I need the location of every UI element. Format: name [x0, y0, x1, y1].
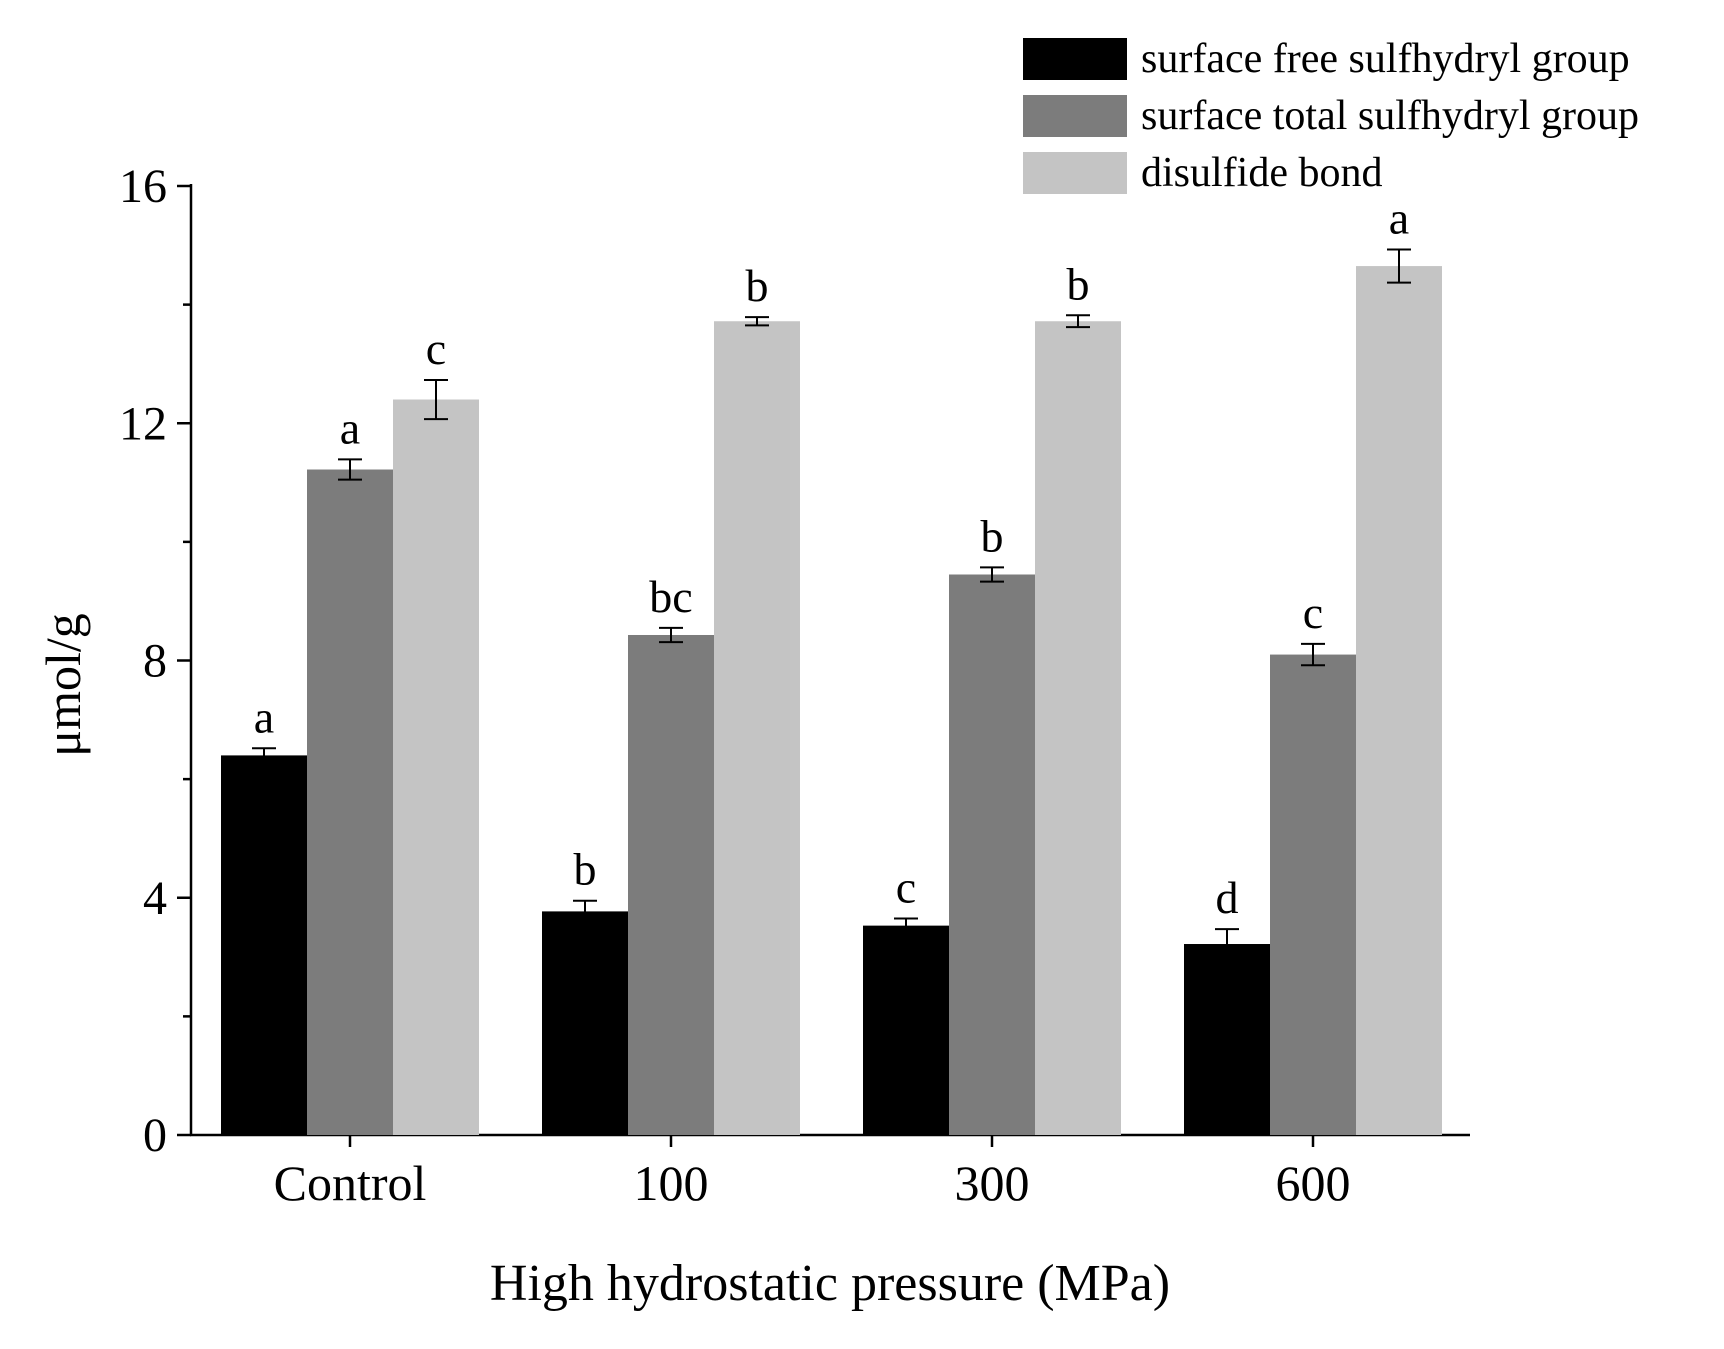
- x-tick-label: 300: [955, 1155, 1030, 1211]
- legend-swatch: [1023, 152, 1127, 194]
- significance-letter: c: [896, 862, 916, 913]
- legend-label: disulfide bond: [1141, 150, 1382, 196]
- bar: [628, 634, 714, 1135]
- bar: [863, 925, 949, 1135]
- significance-letter: b: [1067, 258, 1090, 309]
- significance-letter: a: [1389, 192, 1409, 243]
- x-axis-title: High hydrostatic pressure (MPa): [490, 1255, 1170, 1312]
- error-bars-group: [252, 248, 1411, 960]
- y-tick-label: 0: [143, 1109, 167, 1162]
- axis-labels-group: 0 4 8 12 16 Control 100 300 600 High hydrostatic …: [35, 160, 1351, 1312]
- significance-letter: c: [1303, 587, 1323, 638]
- bar: [221, 755, 307, 1135]
- significance-letter: d: [1216, 872, 1239, 923]
- legend-label: surface total sulfhydryl group: [1141, 93, 1639, 139]
- significance-letter: b: [981, 510, 1004, 561]
- bar: [1035, 321, 1121, 1135]
- y-tick-label: 12: [119, 397, 167, 450]
- bars-group: [221, 266, 1442, 1135]
- significance-letter: a: [254, 691, 274, 742]
- y-tick-label: 8: [143, 635, 167, 688]
- y-tick-label: 16: [119, 160, 167, 213]
- x-tick-label: 600: [1276, 1155, 1351, 1211]
- x-tick-label: 100: [634, 1155, 709, 1211]
- significance-letter: c: [426, 323, 446, 374]
- legend-swatch: [1023, 95, 1127, 137]
- bar: [542, 911, 628, 1135]
- legend-label: surface free sulfhydryl group: [1141, 36, 1630, 82]
- significance-letter: bc: [649, 571, 692, 622]
- x-tick-label: Control: [274, 1155, 427, 1211]
- y-tick-label: 4: [143, 872, 167, 925]
- significance-letter: a: [340, 402, 360, 453]
- bar: [307, 469, 393, 1135]
- bar: [1270, 654, 1356, 1135]
- significance-letter: b: [746, 260, 769, 311]
- bar: [714, 321, 800, 1135]
- significance-letter: b: [574, 844, 597, 895]
- bar: [1356, 266, 1442, 1135]
- bar: [393, 399, 479, 1135]
- bar: [1184, 944, 1270, 1135]
- legend-swatch: [1023, 38, 1127, 80]
- y-axis-title: μmol/g: [35, 613, 91, 756]
- legend: surface free sulfhydryl group surface tot…: [1023, 36, 1639, 196]
- bar: [949, 574, 1035, 1135]
